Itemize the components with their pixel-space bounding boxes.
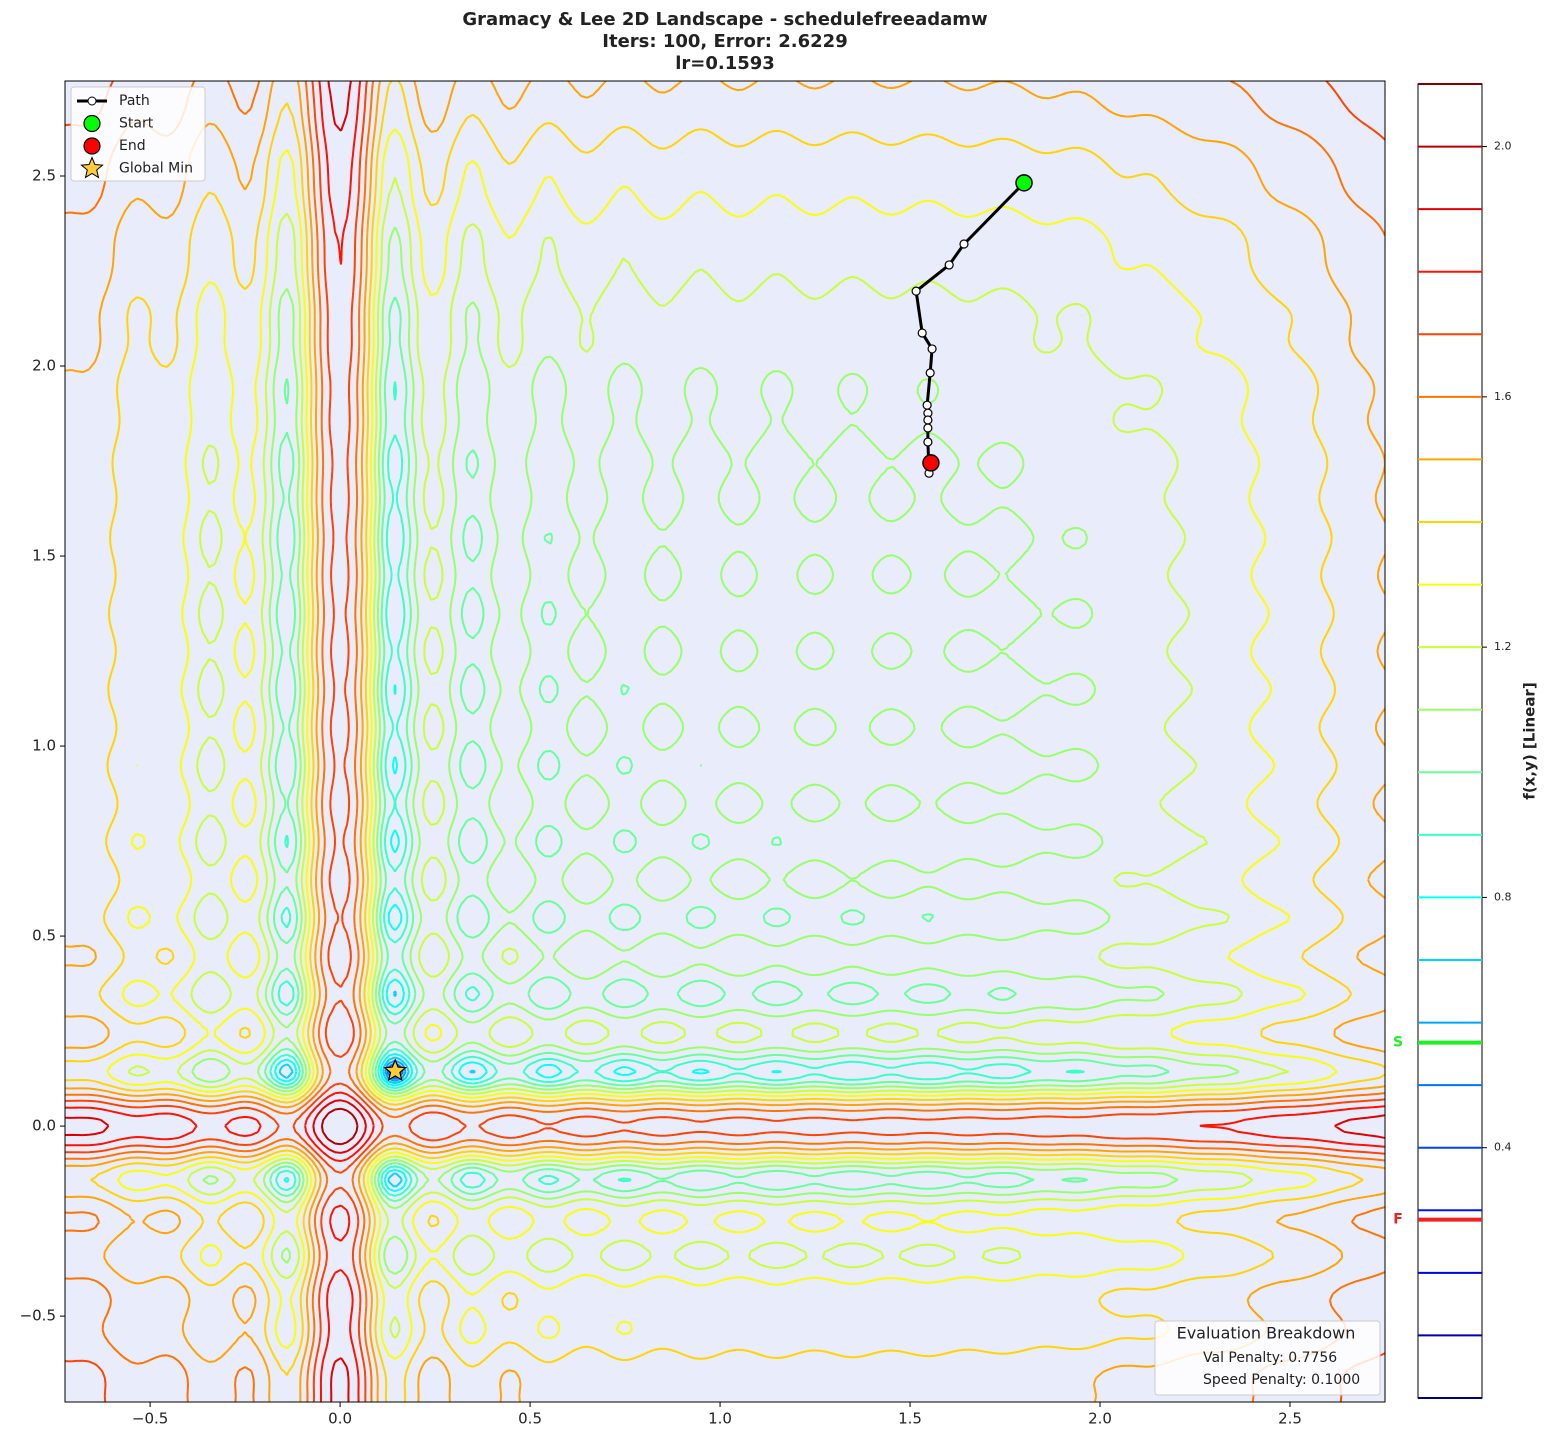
annotation-box [1154, 1320, 1381, 1396]
chart-title: Gramacy & Lee 2D Landscape - schedulefre… [462, 9, 987, 30]
plot-frame [64, 80, 1386, 1403]
path-point [927, 344, 937, 354]
path-point [959, 239, 969, 249]
x-tick-label: 2.0 [1088, 1410, 1112, 1428]
y-tick-label: 2.5 [32, 167, 56, 185]
y-tick-label: −0.5 [20, 1307, 56, 1325]
x-tick-label: 2.5 [1278, 1410, 1302, 1428]
colorbar-tick-label: 0.4 [1494, 1141, 1512, 1154]
colorbar-tick-label: 2.0 [1494, 140, 1512, 153]
x-tick-label: 0.0 [328, 1410, 352, 1428]
path-point [922, 400, 932, 410]
contour-line [65, 81, 1385, 1402]
star-marker [383, 1058, 408, 1082]
chart-subtitle: lr=0.1593 [675, 53, 775, 74]
x-tick-label: −0.5 [132, 1410, 168, 1428]
y-tick-label: 0.0 [32, 1117, 56, 1135]
colorbar [1417, 83, 1483, 1399]
legend-label: End [119, 138, 146, 154]
path-point [923, 423, 933, 433]
x-tick-label: 0.5 [518, 1410, 542, 1428]
annotation-line: Speed Penalty: 0.1000 [1203, 1372, 1360, 1388]
contour-line [65, 81, 1385, 1402]
legend-marker [87, 96, 97, 106]
x-tick-label: 1.0 [708, 1410, 732, 1428]
legend-label: Start [119, 116, 154, 132]
path-point [911, 286, 921, 296]
contour-line [106, 128, 1338, 1360]
path-point [923, 415, 933, 425]
path-point [923, 437, 933, 447]
colorbar-tick-label: 1.2 [1494, 640, 1512, 653]
legend [70, 86, 206, 182]
annotation-line: Val Penalty: 0.7756 [1203, 1350, 1337, 1366]
legend-label: Path [119, 93, 150, 109]
contour-line [65, 81, 1385, 1402]
chart-subtitle: Iters: 100, Error: 2.6229 [602, 31, 847, 52]
contour-line [264, 296, 1170, 1203]
y-tick-label: 1.5 [32, 547, 56, 565]
annotation-title: Evaluation Breakdown [1177, 1324, 1356, 1343]
colorbar-tick-label: 1.6 [1494, 390, 1512, 403]
legend-marker [83, 137, 101, 155]
y-tick-label: 2.0 [32, 357, 56, 375]
legend-marker [80, 156, 104, 179]
contour-line [65, 81, 1385, 1402]
point-marker [1015, 174, 1033, 192]
contour-line [65, 81, 1385, 1402]
contour-line [278, 990, 476, 1188]
legend-label: Global Min [119, 161, 193, 177]
point-marker [922, 454, 940, 472]
contour-line [269, 381, 1085, 1197]
colorbar-label: f(x,y) [Linear] [1521, 682, 1539, 799]
contours [65, 81, 1385, 1402]
y-tick-label: 0.5 [32, 927, 56, 945]
colorbar-marker-label: F [1393, 1212, 1403, 1228]
y-tick-label: 1.0 [32, 737, 56, 755]
path-point [925, 368, 935, 378]
colorbar-marker-label: S [1393, 1035, 1403, 1051]
contour-line [320, 1107, 359, 1146]
legend-marker [83, 114, 101, 133]
x-tick-label: 1.5 [898, 1410, 922, 1428]
contour-line [65, 81, 1385, 1402]
path-point [944, 260, 954, 270]
colorbar-tick-label: 0.8 [1494, 890, 1512, 903]
plot-background [65, 81, 1385, 1402]
contour-line [191, 226, 1240, 1275]
contour-line [273, 684, 782, 1193]
path-point [917, 328, 927, 338]
contour-line [127, 177, 1289, 1339]
